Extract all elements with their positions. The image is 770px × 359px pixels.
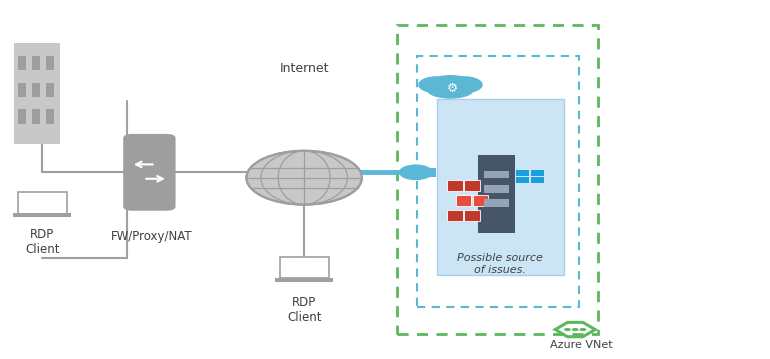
FancyBboxPatch shape: [18, 192, 67, 214]
FancyBboxPatch shape: [46, 83, 54, 97]
Circle shape: [399, 164, 433, 180]
FancyBboxPatch shape: [447, 180, 463, 191]
FancyBboxPatch shape: [280, 257, 329, 278]
Text: RDP
Client: RDP Client: [25, 228, 59, 256]
FancyBboxPatch shape: [276, 278, 333, 282]
FancyBboxPatch shape: [478, 155, 515, 233]
FancyBboxPatch shape: [516, 177, 529, 183]
Text: Azure VNet: Azure VNet: [550, 340, 613, 350]
Circle shape: [571, 328, 579, 331]
FancyBboxPatch shape: [516, 170, 529, 176]
FancyBboxPatch shape: [18, 109, 26, 124]
FancyBboxPatch shape: [464, 180, 480, 191]
FancyBboxPatch shape: [464, 210, 480, 221]
Circle shape: [246, 151, 362, 205]
FancyBboxPatch shape: [484, 171, 509, 178]
FancyBboxPatch shape: [437, 99, 564, 275]
FancyBboxPatch shape: [456, 195, 471, 206]
FancyBboxPatch shape: [32, 83, 40, 97]
FancyBboxPatch shape: [484, 185, 509, 193]
FancyBboxPatch shape: [422, 168, 436, 177]
FancyBboxPatch shape: [18, 83, 26, 97]
Text: Internet: Internet: [280, 62, 329, 75]
Circle shape: [418, 76, 455, 93]
FancyBboxPatch shape: [32, 56, 40, 70]
FancyBboxPatch shape: [531, 177, 544, 183]
Circle shape: [427, 83, 459, 98]
Text: RDP
Client: RDP Client: [287, 296, 321, 324]
Text: Possible source
of issues.: Possible source of issues.: [457, 253, 543, 275]
Circle shape: [446, 76, 483, 93]
FancyBboxPatch shape: [46, 56, 54, 70]
FancyBboxPatch shape: [32, 109, 40, 124]
FancyBboxPatch shape: [473, 195, 488, 206]
Text: ⚙: ⚙: [447, 82, 457, 95]
FancyBboxPatch shape: [46, 109, 54, 124]
FancyBboxPatch shape: [14, 43, 60, 144]
Text: FW/Proxy/NAT: FW/Proxy/NAT: [111, 230, 192, 243]
FancyBboxPatch shape: [18, 56, 26, 70]
FancyBboxPatch shape: [14, 213, 71, 217]
FancyBboxPatch shape: [531, 170, 544, 176]
Circle shape: [579, 328, 587, 331]
Circle shape: [425, 75, 476, 99]
FancyBboxPatch shape: [484, 199, 509, 207]
FancyBboxPatch shape: [447, 210, 463, 221]
FancyBboxPatch shape: [123, 134, 176, 211]
Circle shape: [564, 328, 571, 331]
Circle shape: [442, 83, 474, 98]
